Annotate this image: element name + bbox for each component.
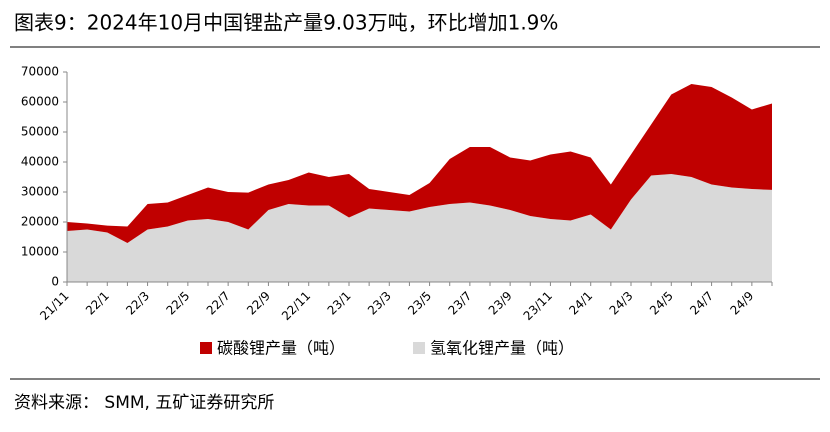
y-tick-label: 40000 — [21, 155, 59, 169]
x-tick-label: 24/7 — [687, 289, 716, 318]
x-tick-label: 24/9 — [727, 289, 756, 318]
x-tick-label: 22/5 — [163, 289, 192, 318]
legend-label: 碳酸锂产量（吨） — [217, 339, 345, 358]
source-note: 资料来源： SMM, 五矿证券研究所 — [14, 393, 274, 413]
x-tick-label: 21/11 — [37, 289, 71, 323]
legend-label: 氢氧化锂产量（吨） — [430, 339, 574, 358]
x-tick-label: 22/9 — [244, 289, 273, 318]
legend-swatch — [413, 342, 425, 354]
y-tick-label: 10000 — [21, 245, 59, 259]
x-tick-label: 23/7 — [445, 289, 474, 318]
y-tick-label: 0 — [51, 275, 59, 289]
x-tick-label: 22/7 — [204, 289, 233, 318]
x-tick-label: 23/3 — [365, 289, 394, 318]
x-tick-label: 23/1 — [325, 289, 354, 318]
y-tick-label: 50000 — [21, 125, 59, 139]
x-tick-label: 24/1 — [566, 289, 595, 318]
x-tick-label: 22/1 — [83, 289, 112, 318]
area — [67, 174, 772, 282]
x-tick-label: 23/5 — [405, 289, 434, 318]
legend-swatch — [200, 342, 212, 354]
area — [67, 84, 772, 243]
x-tick-label: 24/3 — [607, 289, 636, 318]
chart-title: 图表9：2024年10月中国锂盐产量9.03万吨，环比增加1.9% — [14, 11, 558, 35]
y-tick-label: 60000 — [21, 95, 59, 109]
y-tick-label: 20000 — [21, 215, 59, 229]
x-tick-label: 23/11 — [521, 289, 555, 323]
x-tick-label: 22/3 — [123, 289, 152, 318]
x-tick-label: 22/11 — [279, 289, 313, 323]
y-tick-label: 70000 — [21, 65, 59, 79]
x-tick-label: 24/5 — [647, 289, 676, 318]
x-tick-label: 23/9 — [486, 289, 515, 318]
y-tick-label: 30000 — [21, 185, 59, 199]
